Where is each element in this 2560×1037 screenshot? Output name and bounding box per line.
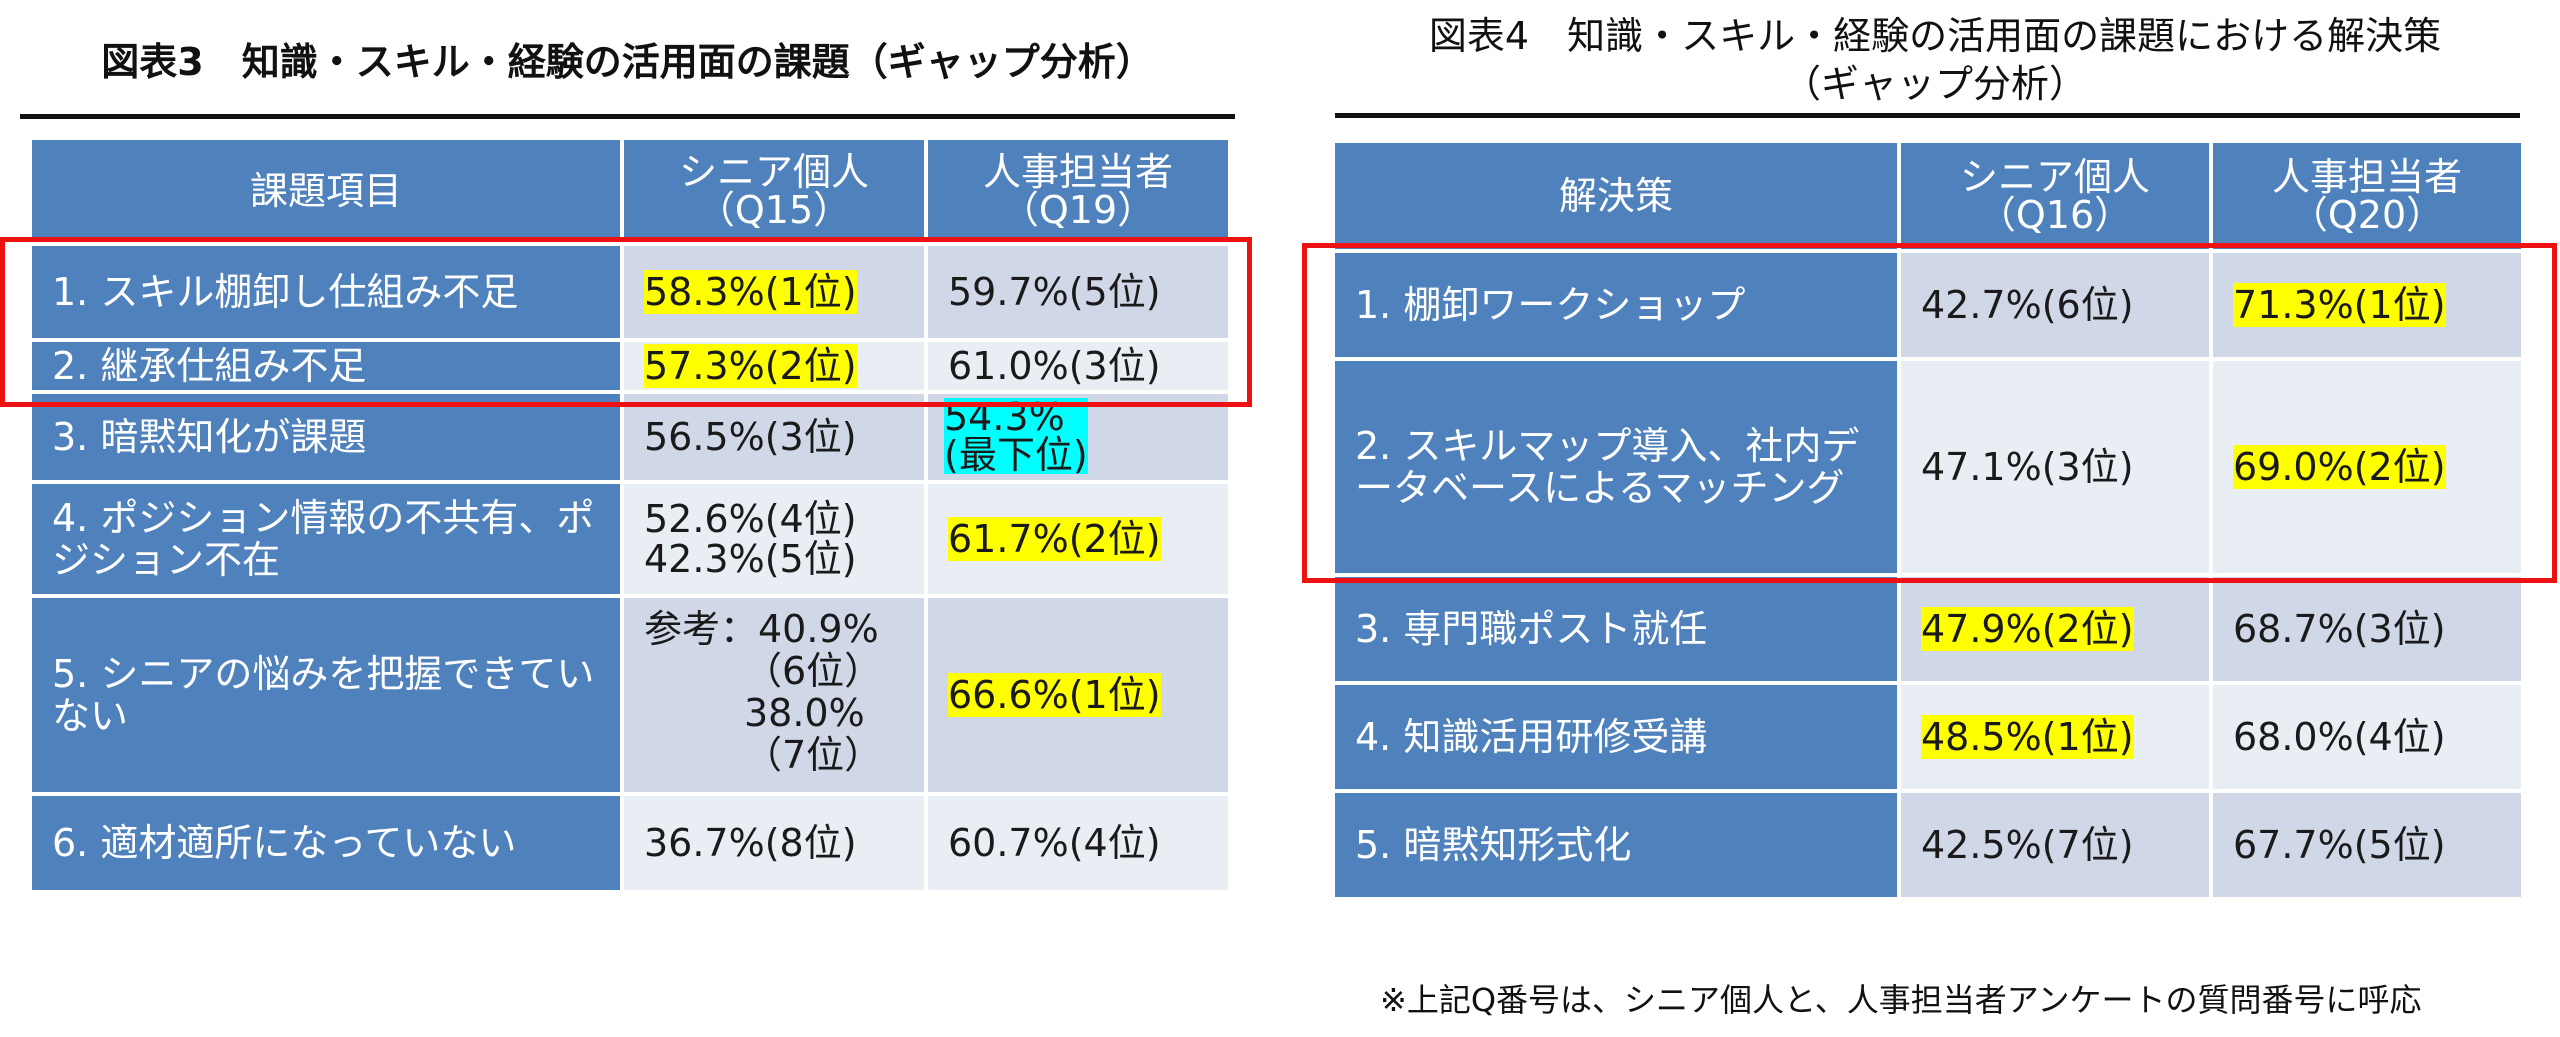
figure-4-title-rule	[1335, 113, 2520, 118]
footnote: ※上記Q番号は、シニア個人と、人事担当者アンケートの質問番号に呼応	[1380, 981, 2422, 1019]
table-row: 1. 棚卸ワークショップ 42.7%(6位) 71.3%(1位)	[1335, 253, 2525, 361]
hr-value: 61.7%(2位)	[948, 517, 1161, 561]
row-senior: 42.7%(6位)	[1901, 253, 2213, 361]
header-senior-text: シニア個人 （Q16）	[1959, 155, 2150, 237]
hr-value: 54.3% (最下位)	[944, 395, 1088, 477]
table-row: 5. 暗黙知形式化 42.5%(7位) 67.7%(5位)	[1335, 793, 2525, 901]
row-item: 5. 暗黙知形式化	[1335, 793, 1901, 901]
figure-4-table: 解決策 シニア個人 （Q16） 人事担当者 （Q20） 1. 棚卸ワークショップ…	[1335, 143, 2525, 901]
table-header-row: 課題項目 シニア個人 （Q15） 人事担当者 （Q19）	[32, 140, 1232, 246]
table-row: 2. 継承仕組み不足 57.3%(2位) 61.0%(3位)	[32, 342, 1232, 394]
header-solution: 解決策	[1335, 143, 1901, 253]
row-senior: 57.3%(2位)	[624, 342, 928, 394]
row-item: 1. 棚卸ワークショップ	[1335, 253, 1901, 361]
senior-value: 52.6%(4位) 42.3%(5位)	[644, 497, 857, 581]
hr-value: 66.6%(1位)	[948, 673, 1161, 717]
figure-4-title-line1: 図表4 知識・スキル・経験の活用面の課題における解決策	[1428, 14, 2442, 58]
senior-value: 48.5%(1位)	[1921, 715, 2134, 759]
row-hr: 61.0%(3位)	[928, 342, 1232, 394]
senior-sub-rank: （7位）	[744, 733, 883, 777]
row-senior: 52.6%(4位) 42.3%(5位)	[624, 484, 928, 598]
table-row: 2. スキルマップ導入、社内データベースによるマッチング 47.1%(3位) 6…	[1335, 361, 2525, 577]
row-senior: 47.1%(3位)	[1901, 361, 2213, 577]
header-hr: 人事担当者 （Q20）	[2213, 143, 2525, 253]
row-senior: 56.5%(3位)	[624, 394, 928, 484]
figure-3-title: 図表3 知識・スキル・経験の活用面の課題（ギャップ分析）	[101, 40, 1154, 84]
header-senior: シニア個人 （Q16）	[1901, 143, 2213, 253]
row-item: 5. シニアの悩みを把握できていない	[32, 598, 624, 796]
table-header-row: 解決策 シニア個人 （Q16） 人事担当者 （Q20）	[1335, 143, 2525, 253]
header-issue: 課題項目	[32, 140, 624, 246]
row-hr: 59.7%(5位)	[928, 246, 1232, 342]
figure-4-title-line2: （ギャップ分析）	[1782, 62, 2087, 106]
senior-reference: 参考：40.9%	[644, 607, 879, 651]
highlight-frame-right	[1302, 243, 2557, 583]
table-row: 1. スキル棚卸し仕組み不足 58.3%(1位) 59.7%(5位)	[32, 246, 1232, 342]
row-hr: 68.7%(3位)	[2213, 577, 2525, 685]
row-senior: 48.5%(1位)	[1901, 685, 2213, 793]
header-senior: シニア個人 （Q15）	[624, 140, 928, 246]
row-senior: 36.7%(8位)	[624, 796, 928, 894]
row-hr: 66.6%(1位)	[928, 598, 1232, 796]
row-item: 2. スキルマップ導入、社内データベースによるマッチング	[1335, 361, 1901, 577]
row-item: 2. 継承仕組み不足	[32, 342, 624, 394]
senior-value: 58.3%(1位)	[644, 270, 857, 314]
row-item: 4. ポジション情報の不共有、ポジション不在	[32, 484, 624, 598]
senior-sub-rank: （6位）	[744, 649, 883, 693]
table-row: 4. 知識活用研修受講 48.5%(1位) 68.0%(4位)	[1335, 685, 2525, 793]
table-row: 4. ポジション情報の不共有、ポジション不在 52.6%(4位) 42.3%(5…	[32, 484, 1232, 598]
figure-4-title: 図表4 知識・スキル・経験の活用面の課題における解決策 （ギャップ分析）	[1335, 12, 2535, 108]
senior-sub-value: 38.0%	[744, 691, 865, 735]
figure-3-title-rule	[20, 114, 1235, 119]
row-senior: 58.3%(1位)	[624, 246, 928, 342]
senior-value: 57.3%(2位)	[644, 344, 857, 388]
header-hr-text: 人事担当者 （Q19）	[982, 150, 1173, 232]
header-hr-text: 人事担当者 （Q20）	[2271, 155, 2462, 237]
hr-value: 71.3%(1位)	[2233, 283, 2446, 327]
row-item: 6. 適材適所になっていない	[32, 796, 624, 894]
header-senior-text: シニア個人 （Q15）	[678, 150, 869, 232]
row-item: 1. スキル棚卸し仕組み不足	[32, 246, 624, 342]
row-hr: 60.7%(4位)	[928, 796, 1232, 894]
row-item: 3. 暗黙知化が課題	[32, 394, 624, 484]
row-senior: 47.9%(2位)	[1901, 577, 2213, 685]
hr-value: 69.0%(2位)	[2233, 445, 2446, 489]
row-hr: 69.0%(2位)	[2213, 361, 2525, 577]
row-item: 3. 専門職ポスト就任	[1335, 577, 1901, 685]
table-row: 3. 暗黙知化が課題 56.5%(3位) 54.3% (最下位)	[32, 394, 1232, 484]
row-hr: 54.3% (最下位)	[928, 394, 1232, 484]
highlight-frame-left	[0, 237, 1252, 407]
header-hr: 人事担当者 （Q19）	[928, 140, 1232, 246]
row-senior: 42.5%(7位)	[1901, 793, 2213, 901]
row-item: 4. 知識活用研修受講	[1335, 685, 1901, 793]
table-row: 3. 専門職ポスト就任 47.9%(2位) 68.7%(3位)	[1335, 577, 2525, 685]
row-hr: 68.0%(4位)	[2213, 685, 2525, 793]
figure-3-table: 課題項目 シニア個人 （Q15） 人事担当者 （Q19） 1. スキル棚卸し仕組…	[32, 140, 1232, 894]
row-senior: 参考：40.9% （6位） 38.0% （7位）	[624, 598, 928, 796]
row-hr: 61.7%(2位)	[928, 484, 1232, 598]
table-row: 5. シニアの悩みを把握できていない 参考：40.9% （6位） 38.0% （…	[32, 598, 1232, 796]
senior-value: 47.9%(2位)	[1921, 607, 2134, 651]
row-hr: 67.7%(5位)	[2213, 793, 2525, 901]
row-hr: 71.3%(1位)	[2213, 253, 2525, 361]
table-row: 6. 適材適所になっていない 36.7%(8位) 60.7%(4位)	[32, 796, 1232, 894]
